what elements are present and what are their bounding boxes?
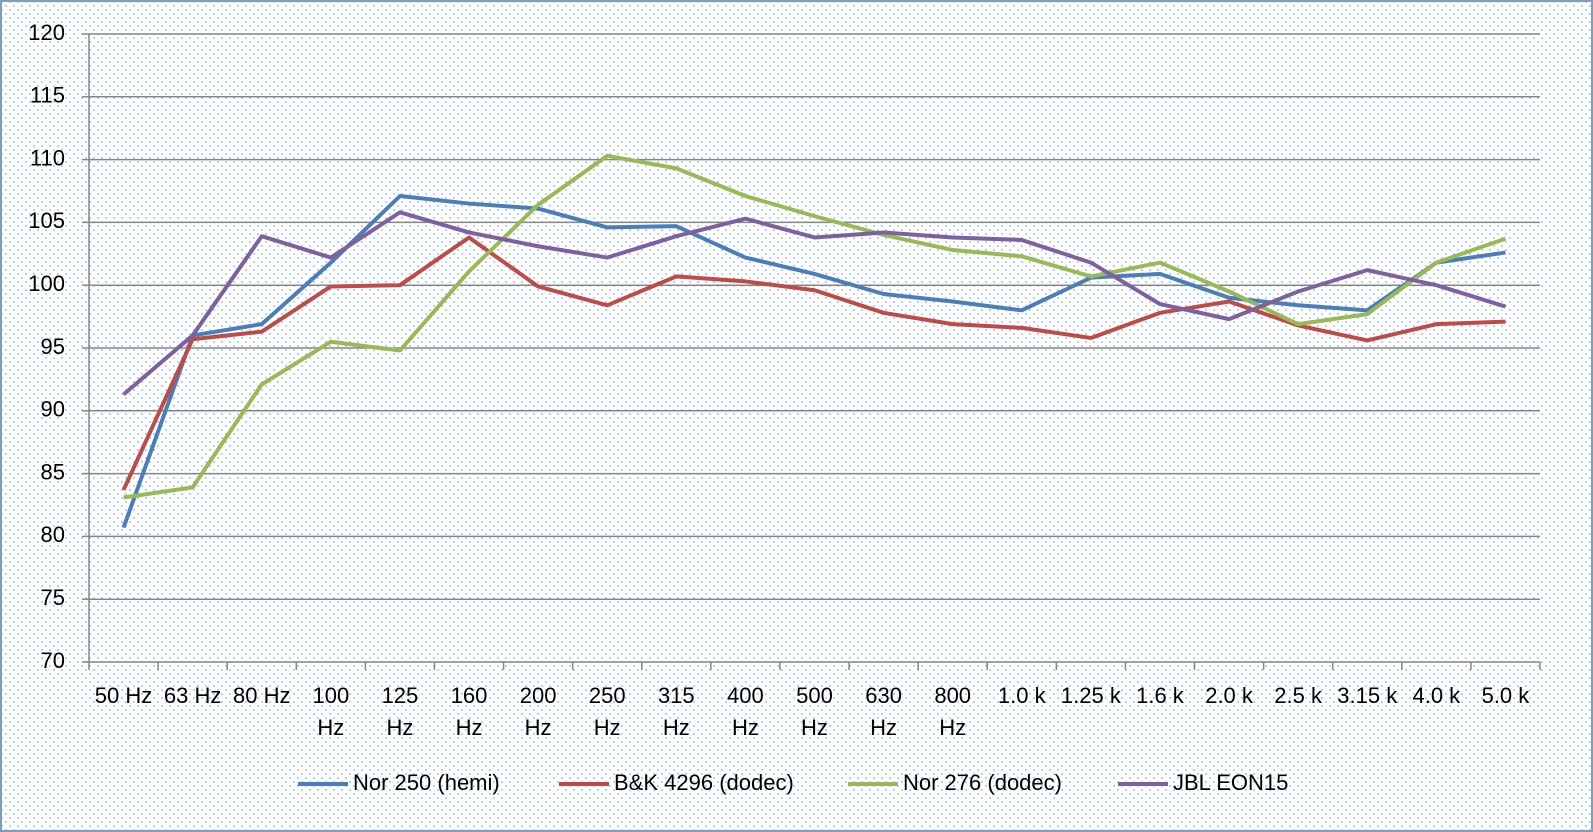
x-tick-label: 200 Hz [519, 683, 557, 740]
x-tick-label: 1.25 k [1060, 683, 1121, 708]
x-tick-label: 100 Hz [312, 683, 350, 740]
x-tick-label: 250 Hz [588, 683, 626, 740]
series-line [122, 210, 1507, 396]
y-tick-label: 80 [41, 522, 65, 547]
x-tick-label: 630 Hz [865, 683, 902, 740]
y-tick-label: 115 [30, 83, 65, 108]
y-tick-label: 90 [41, 397, 65, 422]
x-tick-label: 50 Hz [94, 683, 153, 708]
x-tick-label: 4.0 k [1412, 683, 1461, 708]
x-tick-label: 800 Hz [934, 683, 972, 740]
series-line [123, 153, 1507, 500]
x-tick-label: 315 Hz [657, 683, 695, 740]
x-tick-label: 80 Hz [232, 683, 291, 708]
series-line [121, 235, 1506, 491]
y-tick-label: 70 [41, 648, 65, 673]
x-tick-label: 500 Hz [796, 683, 833, 740]
legend-label: JBL EON15 [1173, 770, 1288, 795]
y-tick-label: 85 [41, 459, 65, 484]
x-tick-label: 1.0 k [997, 683, 1046, 708]
y-tick-label: 95 [41, 334, 65, 359]
y-tick-label: 110 [30, 145, 65, 170]
y-tick-label: 105 [28, 208, 65, 233]
legend-label: B&K 4296 (dodec) [614, 770, 794, 795]
x-tick-label: 160 Hz [450, 683, 488, 740]
x-tick-label: 125 Hz [381, 683, 419, 740]
legend-label: Nor 276 (dodec) [903, 770, 1062, 795]
y-tick-label: 75 [41, 585, 65, 610]
x-tick-label: 2.5 k [1274, 683, 1322, 708]
x-tick-label: 2.0 k [1205, 683, 1253, 708]
x-tick-label: 400 Hz [727, 683, 764, 740]
y-tick-label: 100 [28, 271, 65, 296]
x-tick-label: 3.15 k [1337, 683, 1398, 708]
legend-label: Nor 250 (hemi) [353, 770, 500, 795]
x-tick-label: 1.6 k [1136, 683, 1184, 708]
x-tick-label: 63 Hz [163, 683, 222, 708]
y-tick-label: 120 [28, 20, 65, 45]
x-tick-label: 5.0 k [1481, 683, 1530, 708]
